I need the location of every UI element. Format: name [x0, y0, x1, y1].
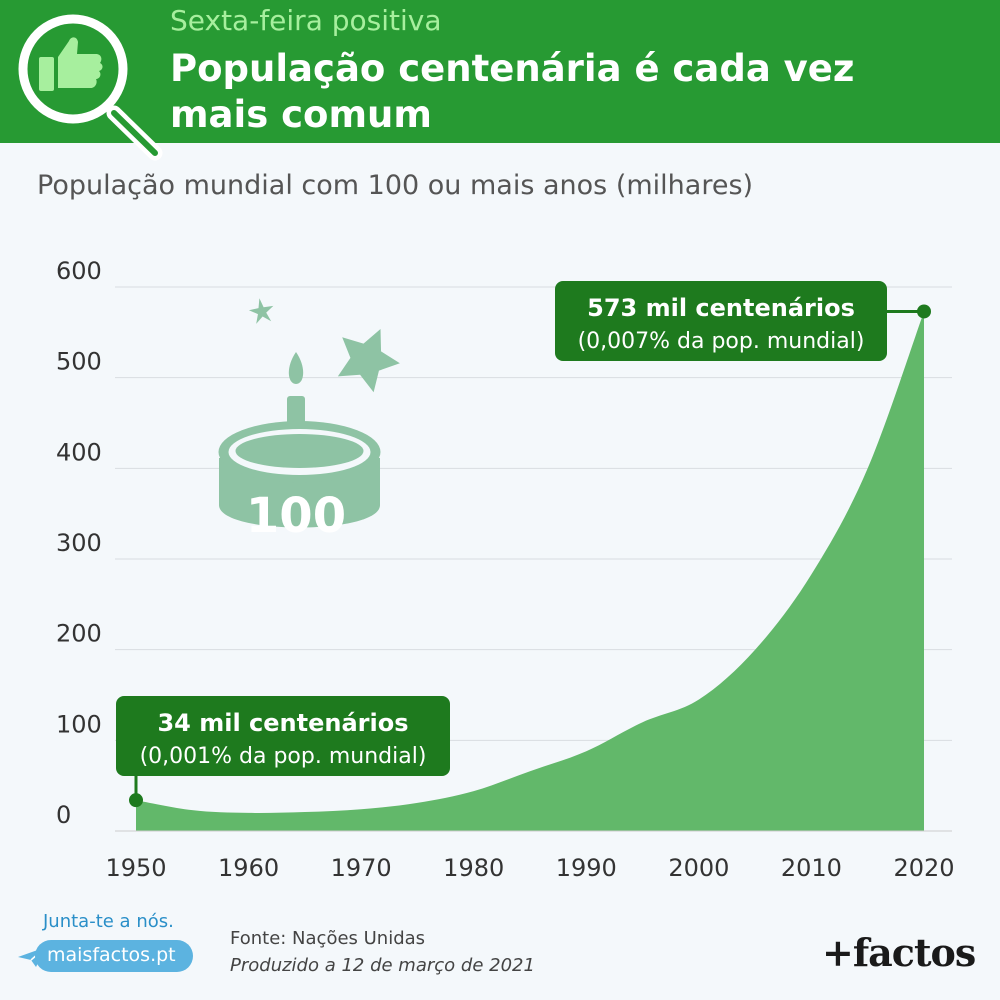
- y-tick-label: 600: [56, 257, 102, 285]
- x-tick-label: 1960: [218, 854, 279, 882]
- annotation-box: [116, 696, 450, 776]
- annotation-title: 34 mil centenários: [157, 709, 408, 737]
- x-tick-label: 2000: [668, 854, 729, 882]
- brand-logo: +factos: [822, 930, 976, 975]
- chart-annotations: 34 mil centenários (0,001% da pop. mundia…: [116, 281, 931, 808]
- x-tick-label: 2010: [781, 854, 842, 882]
- x-tick-label: 1990: [556, 854, 617, 882]
- join-us-text: Junta-te a nós.: [43, 911, 174, 932]
- y-tick-label: 400: [56, 438, 102, 466]
- chart-canvas: 100 0 100 200 300 400 500 600 1950 1960 1970 1980…: [56, 257, 955, 882]
- produced-date-text: Produzido a 12 de março de 2021: [230, 955, 535, 976]
- kicker-text: Sexta-feira positiva: [170, 4, 442, 37]
- x-tick-label: 2020: [893, 854, 954, 882]
- annotation-point: [917, 304, 931, 319]
- y-tick-label: 500: [56, 348, 102, 376]
- x-axis-ticks: 1950 1960 1970 1980 1990 2000 2010 2020: [105, 854, 954, 882]
- y-axis-ticks: 0 100 200 300 400 500 600: [56, 257, 102, 829]
- x-tick-label: 1980: [443, 854, 504, 882]
- annotation-callout: 34 mil centenários (0,001% da pop. mundia…: [116, 696, 450, 808]
- page-title: População centenária é cada vez mais com…: [170, 47, 855, 136]
- y-tick-label: 300: [56, 529, 102, 557]
- annotation-title: 573 mil centenários: [587, 294, 855, 322]
- source-text: Fonte: Nações Unidas: [230, 928, 426, 949]
- chart-subtitle: População mundial com 100 ou mais anos (…: [37, 170, 754, 201]
- cake-number-label: 100: [246, 488, 346, 544]
- birthday-cake-icon: 100: [218, 298, 400, 544]
- annotation-callout: 573 mil centenários (0,007% da pop. mundi…: [555, 281, 931, 361]
- header-banner: Sexta-feira positiva População centenári…: [0, 0, 1000, 161]
- y-tick-label: 200: [56, 620, 102, 648]
- magnifier-thumbs-up-icon: [18, 14, 163, 161]
- site-link-label: maisfactos.pt: [47, 944, 176, 966]
- y-tick-label: 0: [56, 801, 71, 829]
- site-link-button[interactable]: maisfactos.pt: [35, 940, 193, 972]
- x-tick-label: 1950: [105, 854, 166, 882]
- x-tick-label: 1970: [331, 854, 392, 882]
- annotation-text: (0,007% da pop. mundial): [578, 329, 865, 354]
- annotation-point: [129, 793, 143, 808]
- annotation-text: (0,001% da pop. mundial): [140, 744, 427, 769]
- y-tick-label: 100: [56, 710, 102, 738]
- area-series: [136, 311, 924, 831]
- annotation-box: [555, 281, 887, 361]
